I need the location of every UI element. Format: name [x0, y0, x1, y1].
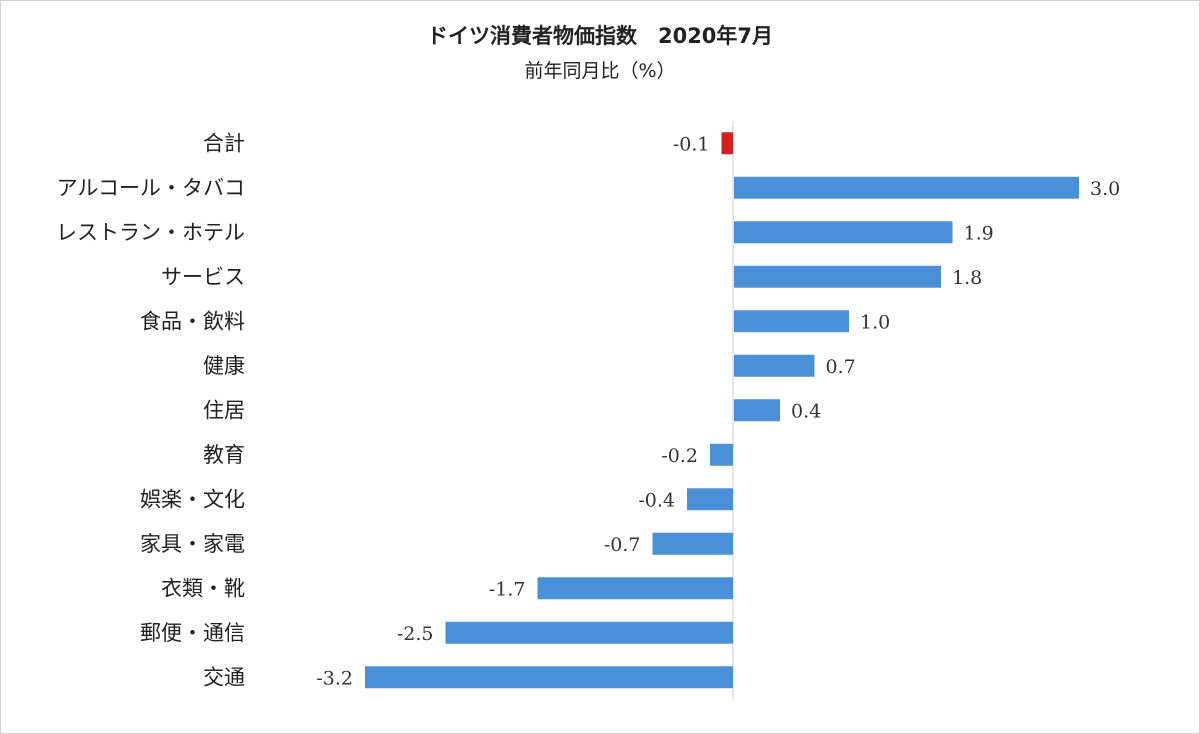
category-label: 合計: [203, 131, 245, 155]
bar: [652, 532, 733, 555]
bar: [710, 443, 733, 466]
value-label: -1.7: [489, 578, 526, 600]
value-label: 1.0: [860, 311, 890, 333]
bar: [734, 354, 815, 377]
bar: [721, 132, 733, 155]
value-label: -0.4: [638, 489, 675, 511]
bar: [734, 310, 849, 333]
value-label: 0.7: [826, 356, 856, 378]
bar: [537, 577, 733, 600]
value-label: -0.1: [673, 133, 710, 155]
category-label: 教育: [203, 443, 245, 467]
bar: [734, 176, 1079, 199]
bar: [734, 221, 953, 244]
bar: [734, 265, 941, 288]
value-label: -0.7: [604, 534, 641, 556]
bar: [365, 666, 733, 689]
category-label: 衣類・靴: [161, 576, 245, 600]
category-label: 健康: [203, 354, 245, 378]
category-label: 交通: [203, 665, 245, 689]
value-label: 1.8: [952, 267, 982, 289]
category-label: レストラン・ホテル: [56, 220, 245, 244]
category-label: アルコール・タバコ: [57, 176, 245, 200]
bar: [734, 399, 780, 422]
value-label: -3.2: [316, 667, 353, 689]
value-label: -0.2: [661, 445, 698, 467]
bar: [445, 621, 733, 644]
category-label: サービス: [161, 265, 245, 289]
bars-group: 合計 -0.1 アルコール・タバコ 3.0 レストラン・ホテル 1.9 サービス 1.8 食品・…: [56, 121, 1120, 700]
category-label: 住居: [203, 398, 245, 422]
category-label: 食品・飲料: [140, 309, 245, 333]
value-label: 1.9: [964, 222, 994, 244]
value-label: -2.5: [397, 623, 434, 645]
value-label: 3.0: [1090, 178, 1120, 200]
category-label: 娯楽・文化: [140, 487, 245, 511]
category-label: 家具・家電: [140, 532, 245, 556]
chart-title: ドイツ消費者物価指数 2020年7月: [426, 24, 774, 48]
value-label: 0.4: [791, 400, 821, 422]
category-label: 郵便・通信: [140, 621, 245, 645]
chart-subtitle: 前年同月比（%）: [524, 60, 676, 82]
bar: [687, 488, 733, 511]
